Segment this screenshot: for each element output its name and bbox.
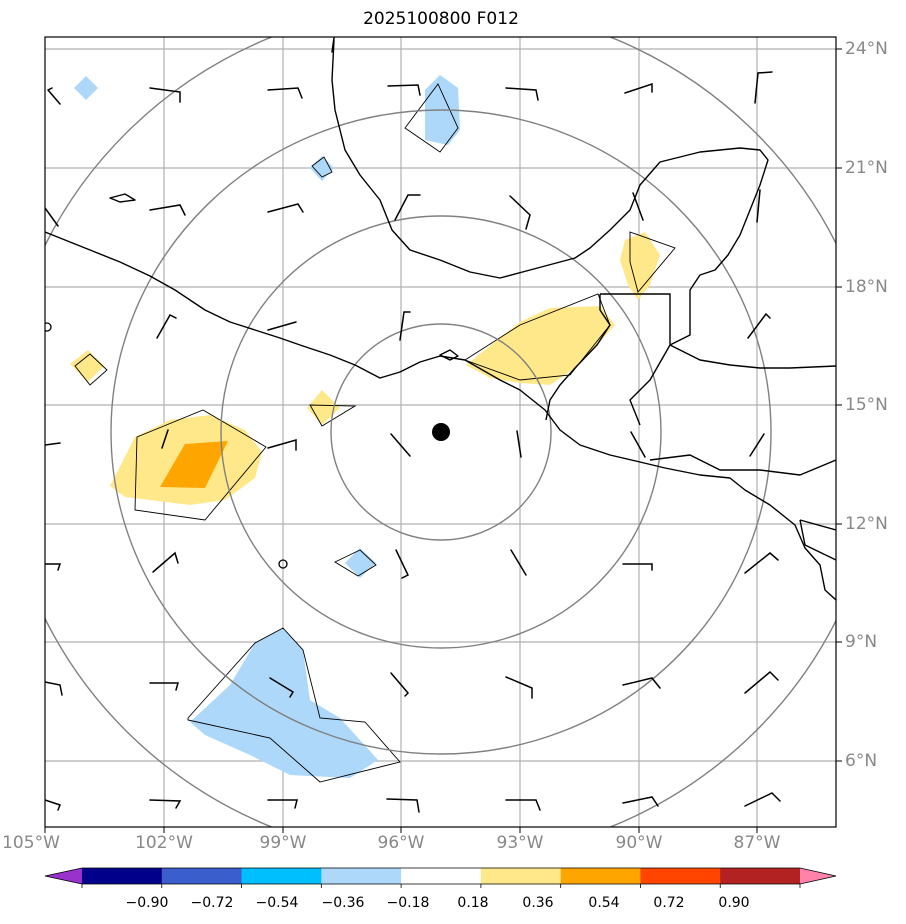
colorbar-tick-label: 0.36 bbox=[522, 895, 554, 911]
colorbar-segment bbox=[480, 868, 562, 884]
nicaragua-border bbox=[649, 454, 836, 476]
gulf-coast bbox=[331, 39, 769, 346]
costa-rica-coast bbox=[799, 519, 836, 561]
colorbar-extend-low bbox=[45, 868, 82, 884]
colorbar-segment bbox=[161, 868, 243, 884]
strong-positive-anomaly bbox=[160, 441, 228, 488]
wind-barbs bbox=[45, 37, 781, 813]
colorbar-segment bbox=[241, 868, 322, 884]
lon-label: 96°W bbox=[377, 833, 425, 853]
colorbar-tick-label: 0.72 bbox=[653, 895, 685, 911]
guatemala-border bbox=[600, 293, 671, 426]
range-ring-3 bbox=[110, 109, 772, 755]
negative-anomaly-small-3 bbox=[345, 548, 376, 578]
range-ring-2 bbox=[220, 215, 662, 649]
positive-anomaly-areas bbox=[70, 232, 660, 505]
colorbar-segment bbox=[82, 868, 163, 884]
colorbar-extend-high bbox=[800, 868, 836, 884]
lat-label: 12°N bbox=[845, 514, 888, 534]
positive-anomaly-small-2 bbox=[307, 390, 340, 425]
lat-label: 6°N bbox=[845, 751, 878, 771]
negative-anomaly-small-1 bbox=[74, 76, 98, 100]
map-frame bbox=[44, 36, 837, 828]
lon-label: 93°W bbox=[496, 833, 544, 853]
lon-label: 90°W bbox=[615, 833, 663, 853]
lon-label: 87°W bbox=[733, 833, 781, 853]
axis-ticks bbox=[44, 48, 842, 833]
colorbar-segment bbox=[401, 868, 482, 884]
colorbar bbox=[44, 867, 837, 888]
colorbar-tick-label: −0.54 bbox=[255, 895, 299, 911]
lat-label: 24°N bbox=[845, 39, 888, 59]
colorbar-segment bbox=[321, 868, 402, 884]
lake bbox=[439, 349, 459, 361]
colorbar-tick-label: −0.36 bbox=[321, 895, 365, 911]
island-1 bbox=[109, 193, 136, 203]
lon-label: 105°W bbox=[2, 833, 60, 853]
storm-center-marker bbox=[432, 423, 450, 441]
range-ring-1 bbox=[330, 323, 552, 541]
positive-anomaly-gulf-tehuantepec bbox=[466, 306, 615, 385]
range-rings bbox=[45, 37, 836, 827]
pacific-coast bbox=[45, 231, 836, 601]
lat-label: 18°N bbox=[845, 277, 888, 297]
colorbar-tick-label: 0.54 bbox=[588, 895, 620, 911]
colorbar-tick-label: −0.90 bbox=[125, 895, 169, 911]
lat-label: 21°N bbox=[845, 158, 888, 178]
lat-label: 9°N bbox=[845, 632, 878, 652]
colorbar-tick-label: −0.18 bbox=[386, 895, 430, 911]
lon-label: 102°W bbox=[135, 833, 193, 853]
colorbar-tick-label: 0.18 bbox=[457, 895, 489, 911]
map-title: 2025100800 F012 bbox=[363, 9, 519, 29]
negative-anomaly-small-2 bbox=[310, 156, 334, 181]
colorbar-tick-label: 0.90 bbox=[718, 895, 750, 911]
colorbar-segment bbox=[720, 868, 801, 884]
positive-anomaly-small-1 bbox=[70, 350, 104, 382]
colorbar-tick-label: −0.72 bbox=[190, 895, 234, 911]
negative-anomaly-south bbox=[190, 628, 378, 778]
lat-label: 15°N bbox=[845, 395, 888, 415]
colorbar-segment bbox=[640, 868, 721, 884]
honduras-coast bbox=[669, 344, 836, 369]
colorbar-segment bbox=[560, 868, 641, 884]
national-border bbox=[545, 294, 611, 421]
lon-label: 99°W bbox=[259, 833, 307, 853]
coastlines bbox=[45, 39, 836, 601]
